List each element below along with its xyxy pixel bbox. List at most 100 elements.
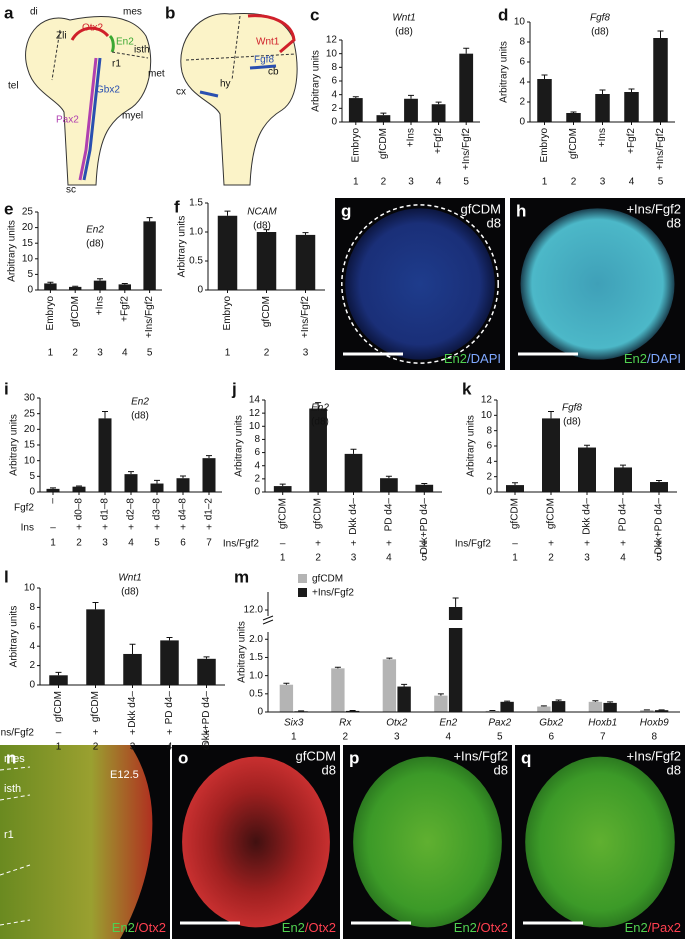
x-tick-label: Embryo: [222, 296, 233, 331]
lane-label: 1: [291, 732, 297, 743]
x-tick-label: d3–8: [152, 498, 163, 521]
image-label: gfCDM: [461, 201, 501, 216]
y-tick-label: 4: [254, 460, 260, 471]
diagram-label: cx: [176, 87, 186, 98]
y-tick-label: 1.5: [249, 652, 263, 663]
row-label: +: [167, 728, 173, 739]
stain-part: En2: [112, 920, 135, 935]
image-label: mes: [4, 753, 25, 765]
y-tick-label: 4: [29, 641, 35, 652]
panel-letter: j: [231, 379, 237, 398]
y-tick-label: 1.0: [189, 227, 203, 238]
bar: [348, 98, 363, 122]
lane-label: 3: [584, 553, 590, 564]
panel-letter: c: [310, 5, 319, 24]
row-label: +: [206, 523, 212, 534]
panel-letter: p: [349, 748, 359, 767]
image-label: +Ins/Fgf2: [626, 201, 681, 216]
chart-title: Wnt1: [392, 13, 415, 24]
y-tick-label: 15: [22, 238, 34, 249]
image-label: d8: [487, 215, 501, 230]
y-tick-label: 0: [197, 285, 203, 296]
axis-break-gap: [446, 620, 465, 628]
row-label: +: [315, 539, 321, 550]
x-tick-label: Dkk d4–: [582, 498, 593, 535]
row-label: +: [128, 523, 134, 534]
error-bar: [628, 88, 635, 92]
error-bar: [146, 217, 153, 222]
x-tick-label: +Ins: [95, 296, 106, 315]
row-label: –: [56, 728, 62, 739]
x-tick-label: –: [48, 498, 59, 504]
diagram-label: Gbx2: [96, 85, 120, 96]
chart-title: En2: [311, 403, 329, 414]
bar: [654, 710, 669, 712]
boundary: [0, 919, 31, 926]
bar: [588, 701, 603, 712]
lane-label: 5: [147, 348, 153, 359]
y-tick-label: 0.5: [249, 688, 263, 699]
x-tick-label: Hoxb1: [588, 718, 617, 729]
chart-title: Fgf8: [590, 13, 610, 24]
y-tick-label: 10: [326, 48, 338, 59]
stain-part: /Pax2: [648, 920, 681, 935]
bar: [160, 640, 179, 685]
x-tick-label: gfCDM: [277, 498, 288, 529]
image-label: d8: [322, 762, 336, 777]
chart-title: En2: [131, 397, 149, 408]
lane-label: 4: [122, 348, 128, 359]
legend-swatch: [298, 574, 307, 583]
error-bar: [128, 471, 134, 475]
y-tick-label: 10: [514, 17, 526, 28]
bar: [382, 659, 397, 712]
tissue: [520, 208, 675, 360]
panel-letter: h: [516, 201, 526, 220]
x-tick-label: gfCDM: [510, 498, 521, 529]
panel-letter: d: [498, 5, 508, 24]
y-tick-label: 12: [326, 35, 338, 46]
error-bar: [512, 482, 518, 486]
lane-label: 3: [102, 538, 108, 549]
stain-label: En2/Pax2: [625, 920, 681, 935]
y-tick-label: 8: [331, 62, 337, 73]
lane-label: 6: [548, 732, 554, 743]
y-tick-label: 2: [519, 97, 525, 108]
error-bar: [452, 597, 459, 607]
chart-title: Fgf8: [562, 403, 582, 414]
y-axis-label: Arbitrary units: [234, 415, 245, 477]
y-tick-label: 0: [331, 117, 337, 128]
lane-label: 2: [315, 553, 321, 564]
bar: [650, 482, 668, 492]
stain-part: En2: [624, 351, 647, 366]
lane-label: 2: [264, 348, 270, 359]
lane-label: 8: [651, 732, 657, 743]
tissue: [182, 756, 330, 928]
y-tick-label: 6: [29, 621, 35, 632]
panel-letter: n: [6, 748, 16, 767]
outline: [341, 204, 499, 364]
error-bar: [385, 475, 392, 479]
legend-swatch: [298, 588, 307, 597]
y-axis-label: Arbitrary units: [177, 216, 188, 278]
x-tick-label: Dkk+PD d4–: [201, 691, 212, 748]
error-bar: [408, 94, 414, 99]
lane-label: 3: [600, 177, 606, 188]
bar: [542, 418, 560, 492]
image-label: gfCDM: [296, 748, 336, 763]
bar: [614, 467, 632, 492]
lane-label: 1: [280, 553, 286, 564]
chart-subtitle: (d8): [253, 221, 271, 232]
error-bar: [302, 232, 309, 235]
y-tick-label: 25: [22, 207, 34, 218]
x-tick-label: Gbx2: [539, 718, 563, 729]
row-name: Ins/Fgf2: [0, 728, 34, 739]
error-bar: [55, 671, 62, 676]
diagram-label: Otx2: [82, 23, 104, 34]
x-tick-label: PD d4–: [164, 691, 175, 725]
y-tick-label: 0: [27, 285, 33, 296]
diagram-label: Fgf8: [254, 55, 274, 66]
y-tick-label: 8: [486, 425, 492, 436]
bar: [279, 684, 294, 712]
bar: [93, 280, 107, 290]
x-tick-label: +Fgf2: [433, 128, 444, 154]
